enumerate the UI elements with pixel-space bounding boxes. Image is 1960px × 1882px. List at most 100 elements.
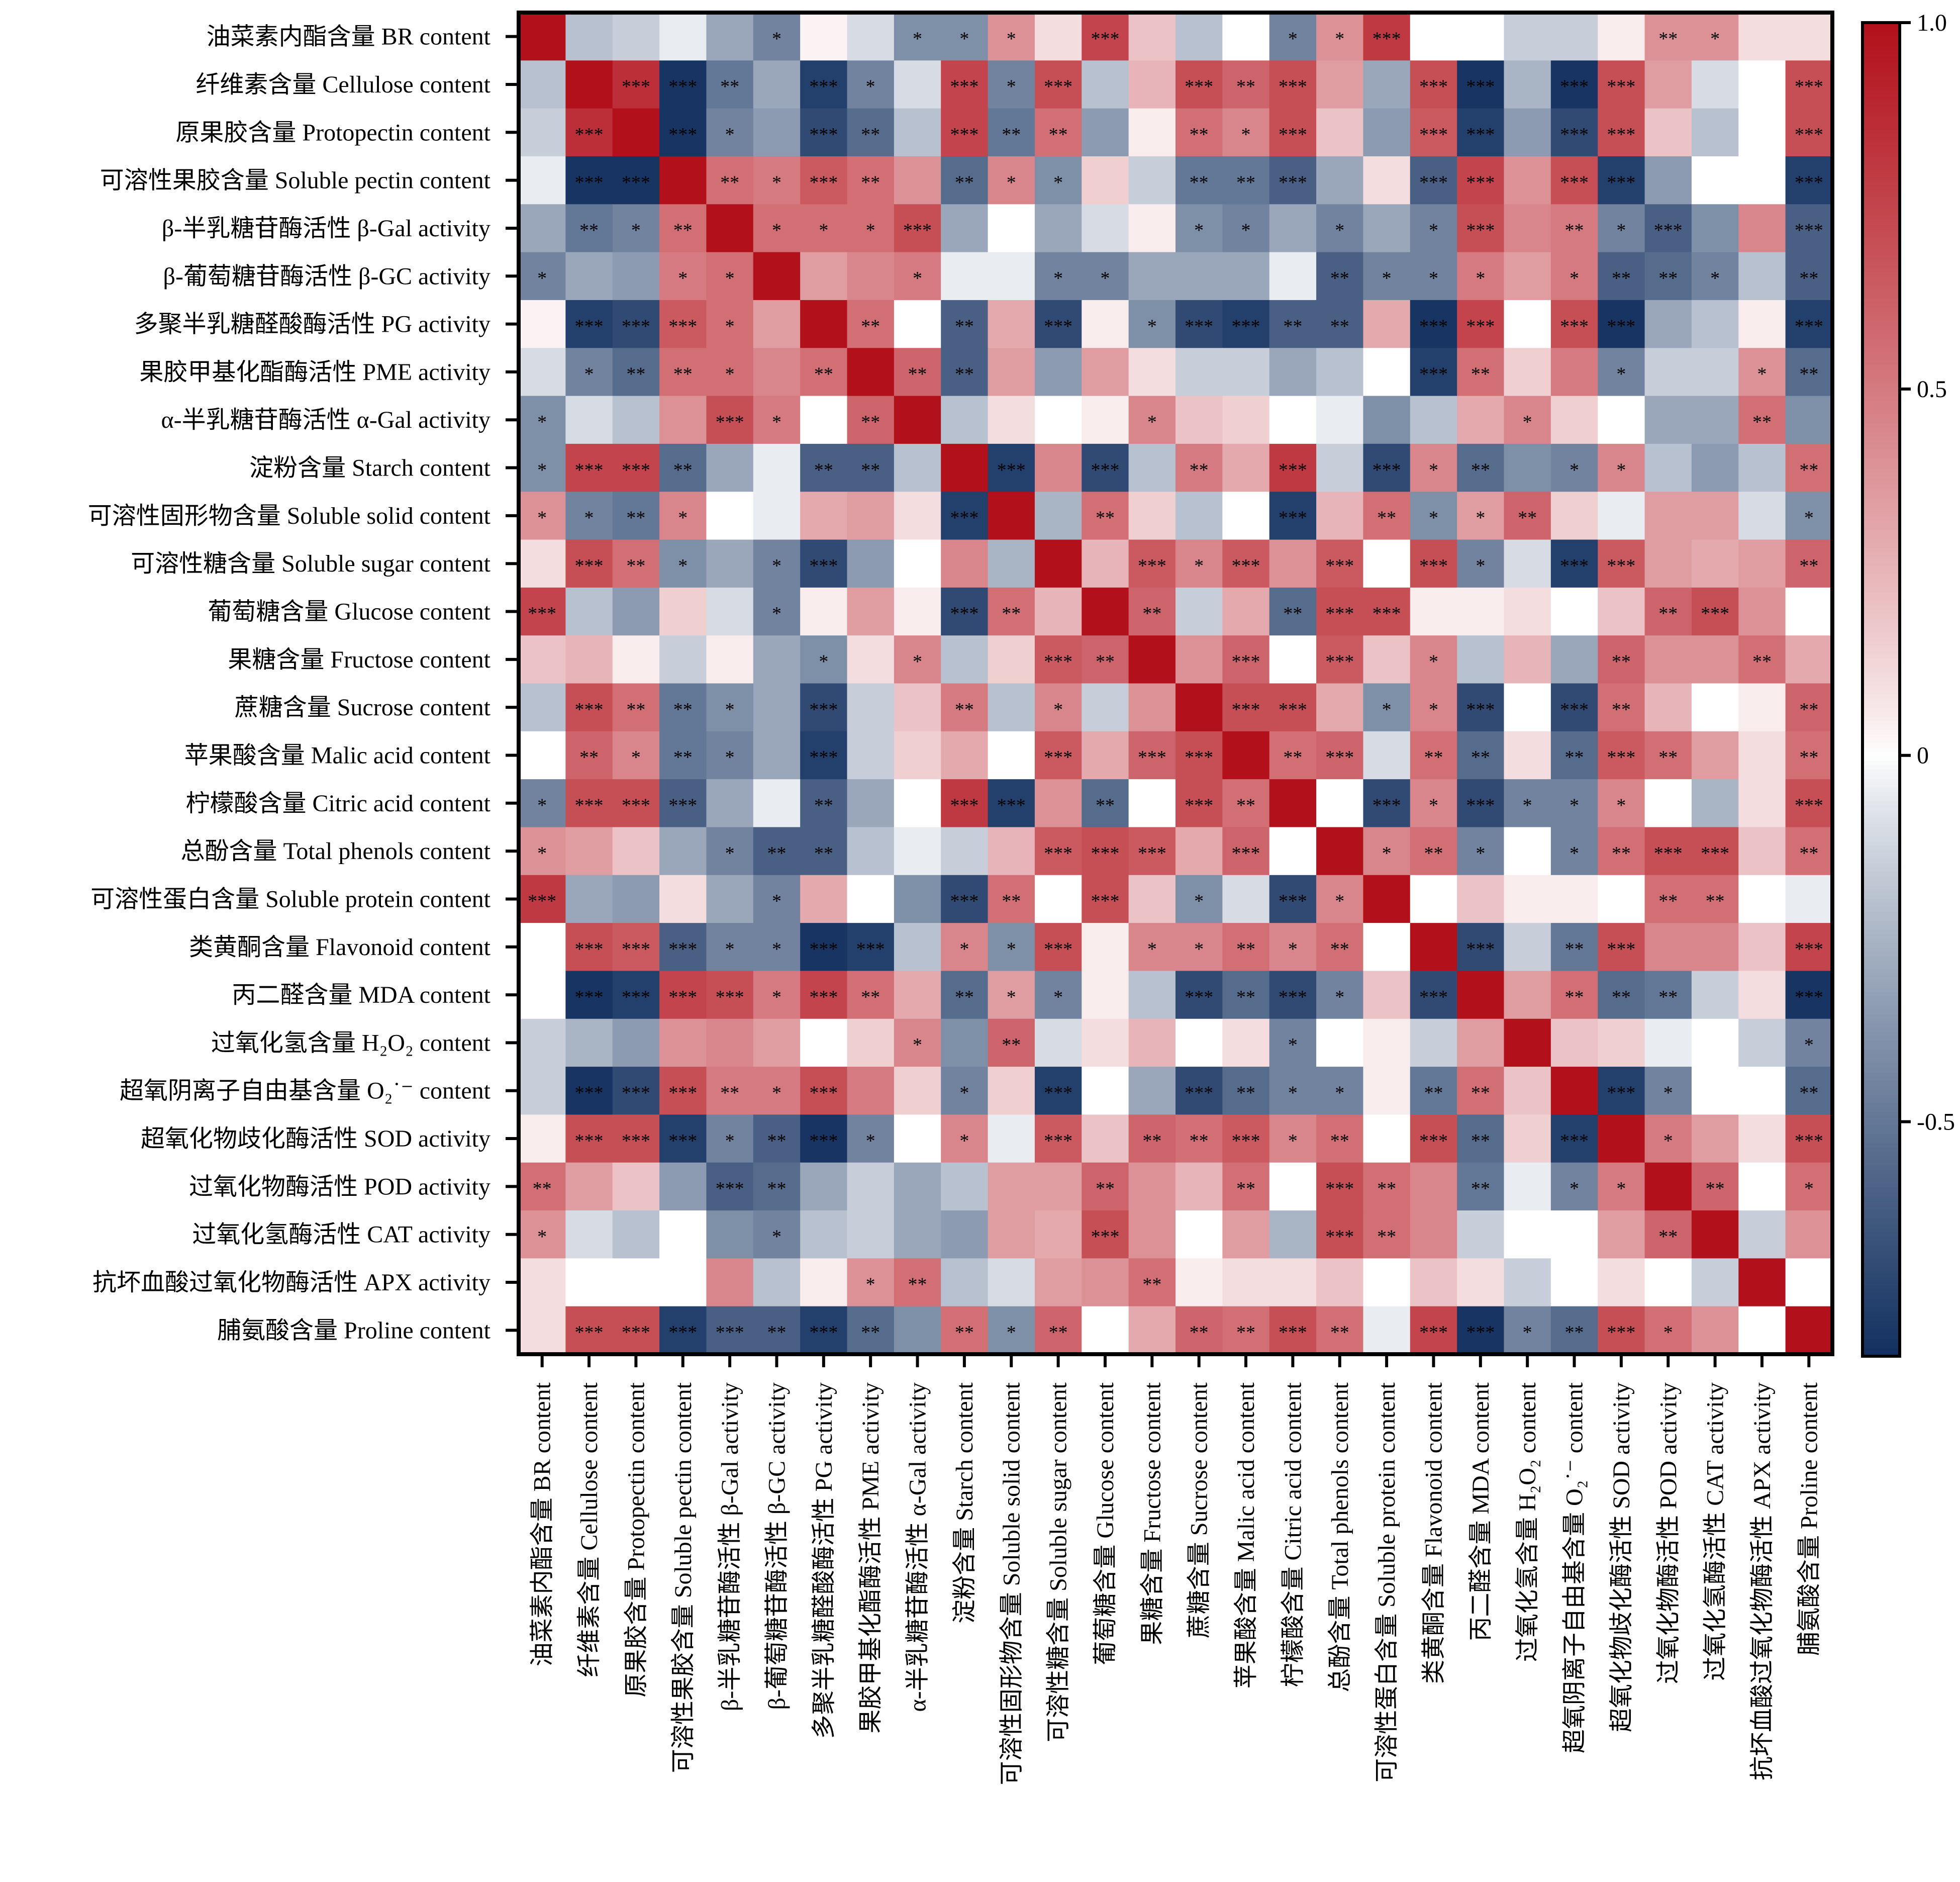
significance-label: ** bbox=[861, 1322, 880, 1343]
heatmap-cell bbox=[612, 204, 660, 253]
heatmap-cell bbox=[1175, 492, 1223, 540]
heatmap-cell bbox=[1457, 1067, 1505, 1115]
heatmap-cell bbox=[800, 731, 848, 780]
colorbar-segment bbox=[1863, 356, 1900, 361]
heatmap-cell bbox=[612, 1162, 660, 1211]
heatmap-cell bbox=[1222, 252, 1270, 301]
heatmap-cell bbox=[1691, 779, 1739, 828]
x-tick-label: 蔗糖含量 Sucrose content bbox=[1186, 1382, 1213, 1638]
heatmap-cell bbox=[519, 108, 566, 157]
heatmap-cell bbox=[1785, 1210, 1833, 1259]
heatmap-cell bbox=[800, 252, 848, 301]
heatmap-cell bbox=[1738, 348, 1786, 397]
significance-label: ** bbox=[1752, 651, 1772, 673]
colorbar-segment bbox=[1863, 609, 1900, 614]
significance-label: ** bbox=[1799, 268, 1818, 289]
heatmap-cell bbox=[1363, 1067, 1411, 1115]
significance-label: * bbox=[1476, 843, 1485, 864]
heatmap-cell bbox=[565, 923, 613, 972]
colorbar-segment bbox=[1863, 1031, 1900, 1037]
significance-label: ** bbox=[1096, 795, 1115, 816]
heatmap-cell bbox=[612, 587, 660, 636]
heatmap-cell bbox=[1504, 923, 1551, 972]
significance-label: *** bbox=[1373, 603, 1401, 624]
significance-label: * bbox=[772, 891, 781, 912]
colorbar-segment bbox=[1863, 84, 1900, 90]
colorbar-segment bbox=[1863, 494, 1900, 499]
significance-label: ** bbox=[1518, 508, 1537, 529]
heatmap-cell bbox=[1175, 1162, 1223, 1211]
significance-label: *** bbox=[622, 1131, 650, 1152]
heatmap-cell bbox=[1598, 60, 1645, 109]
heatmap-cell bbox=[519, 252, 566, 301]
heatmap-cell bbox=[565, 875, 613, 923]
significance-label: *** bbox=[809, 172, 838, 193]
heatmap-cell bbox=[800, 683, 848, 732]
significance-label: *** bbox=[575, 938, 604, 960]
y-tick-label: 油菜素内酯含量 BR content bbox=[207, 24, 491, 50]
significance-label: ** bbox=[1096, 651, 1115, 673]
heatmap-cell bbox=[847, 1018, 895, 1067]
heatmap-cell bbox=[1691, 1018, 1739, 1067]
heatmap-cell bbox=[1644, 1162, 1692, 1211]
heatmap-cell bbox=[1363, 443, 1411, 492]
significance-label: * bbox=[1710, 28, 1720, 49]
heatmap-cell bbox=[519, 923, 566, 972]
heatmap-cell bbox=[1598, 204, 1645, 253]
heatmap-cell bbox=[1691, 827, 1739, 876]
significance-label: *** bbox=[622, 987, 650, 1008]
significance-label: ** bbox=[1706, 891, 1725, 912]
significance-label: *** bbox=[1795, 124, 1823, 145]
heatmap-cell bbox=[1504, 779, 1551, 828]
x-tick-label: 果糖含量 Fructose content bbox=[1139, 1382, 1165, 1645]
significance-label: * bbox=[1523, 1322, 1532, 1343]
significance-label: *** bbox=[622, 459, 650, 481]
colorbar-segment bbox=[1863, 1125, 1900, 1130]
significance-label: * bbox=[725, 364, 735, 385]
heatmap-cell bbox=[1128, 971, 1176, 1019]
heatmap-cell bbox=[1034, 875, 1082, 923]
heatmap-cell bbox=[659, 587, 707, 636]
significance-label: *** bbox=[575, 124, 604, 145]
heatmap-cell bbox=[1363, 587, 1411, 636]
colorbar-segment bbox=[1863, 1316, 1900, 1322]
heatmap-cell bbox=[988, 1067, 1035, 1115]
significance-label: * bbox=[866, 76, 875, 98]
heatmap-cell bbox=[847, 1258, 895, 1307]
colorbar-segment bbox=[1863, 467, 1900, 472]
colorbar-segment bbox=[1863, 1156, 1900, 1161]
significance-label: *** bbox=[1279, 459, 1307, 481]
heatmap-cell bbox=[988, 492, 1035, 540]
significance-label: *** bbox=[1279, 508, 1307, 529]
colorbar-segment bbox=[1863, 933, 1900, 939]
heatmap-cell bbox=[1457, 587, 1505, 636]
heatmap-cell bbox=[565, 683, 613, 732]
significance-label: * bbox=[819, 220, 828, 241]
heatmap-cell bbox=[1738, 1258, 1786, 1307]
heatmap-cell bbox=[1598, 1306, 1645, 1355]
heatmap-cell bbox=[753, 875, 801, 923]
heatmap-cell bbox=[1269, 779, 1317, 828]
colorbar-segment bbox=[1863, 907, 1900, 912]
significance-label: *** bbox=[1560, 555, 1589, 577]
heatmap-cell bbox=[1644, 1114, 1692, 1163]
colorbar-segment bbox=[1863, 245, 1900, 250]
heatmap-cell bbox=[1598, 779, 1645, 828]
significance-label: ** bbox=[861, 412, 880, 433]
significance-label: *** bbox=[575, 795, 604, 816]
heatmap-cell bbox=[1175, 156, 1223, 205]
colorbar-segment bbox=[1863, 925, 1900, 930]
colorbar-segment bbox=[1863, 498, 1900, 503]
colorbar-segment bbox=[1863, 694, 1900, 699]
heatmap-cell bbox=[519, 635, 566, 684]
significance-label: *** bbox=[1560, 316, 1589, 337]
heatmap-cell bbox=[800, 1114, 848, 1163]
colorbar-segment bbox=[1863, 214, 1900, 219]
heatmap-cell bbox=[1504, 300, 1551, 348]
heatmap-cell bbox=[706, 60, 754, 109]
heatmap-cell bbox=[1316, 204, 1364, 253]
significance-label: ** bbox=[1142, 603, 1161, 624]
heatmap-cell bbox=[1504, 971, 1551, 1019]
colorbar-segment bbox=[1863, 863, 1900, 868]
significance-label: *** bbox=[1607, 555, 1635, 577]
